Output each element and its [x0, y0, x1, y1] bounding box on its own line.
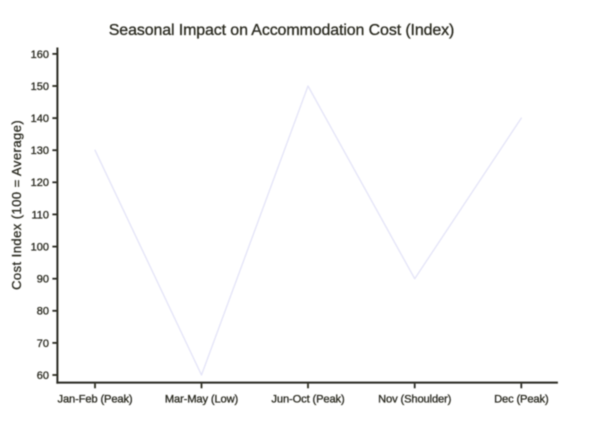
svg-text:120: 120 — [31, 177, 49, 189]
svg-text:150: 150 — [31, 81, 49, 93]
svg-text:60: 60 — [37, 370, 49, 382]
svg-text:140: 140 — [31, 113, 49, 125]
svg-text:130: 130 — [31, 145, 49, 157]
svg-text:Jun-Oct (Peak): Jun-Oct (Peak) — [271, 393, 345, 405]
svg-text:90: 90 — [37, 274, 49, 286]
svg-text:Nov (Shoulder): Nov (Shoulder) — [378, 393, 452, 405]
svg-text:Jan-Feb (Peak): Jan-Feb (Peak) — [58, 393, 133, 405]
svg-text:80: 80 — [37, 306, 49, 318]
svg-text:100: 100 — [31, 242, 49, 254]
svg-text:110: 110 — [31, 209, 49, 221]
svg-text:Seasonal Impact on Accommodati: Seasonal Impact on Accommodation Cost (I… — [109, 22, 454, 39]
svg-text:160: 160 — [31, 49, 49, 61]
svg-text:Mar-May (Low): Mar-May (Low) — [165, 393, 239, 405]
svg-text:Dec (Peak): Dec (Peak) — [494, 393, 549, 405]
svg-text:Cost Index (100 = Average): Cost Index (100 = Average) — [9, 120, 24, 290]
svg-text:70: 70 — [37, 338, 49, 350]
